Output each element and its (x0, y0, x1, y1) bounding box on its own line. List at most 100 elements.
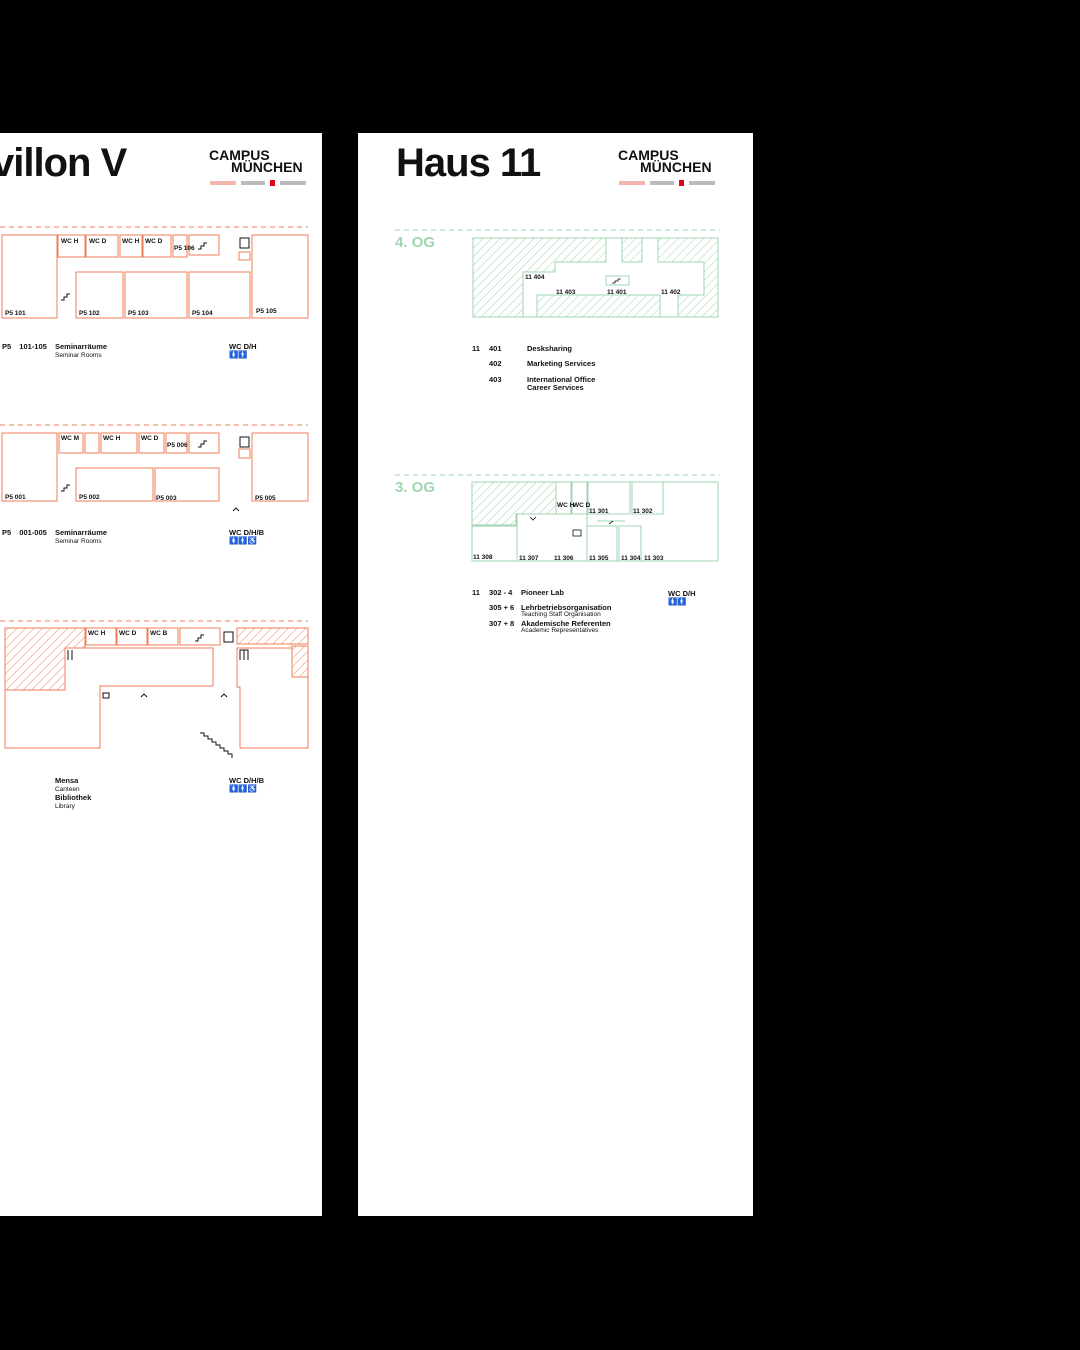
legend-wc: WC D/H (229, 342, 257, 351)
legend-room: 302 - 4 (489, 588, 513, 597)
legend-name: Pioneer Lab (521, 588, 564, 597)
legend-name-en: Seminar Rooms (55, 352, 102, 359)
legend-upper: P5 101-105 (2, 343, 47, 351)
legend-name: Desksharing (527, 344, 573, 353)
printer-icon (572, 529, 582, 537)
room-label: 11 307 (519, 555, 539, 562)
room-label: WC B (150, 630, 168, 637)
coffee-icon (102, 692, 110, 699)
room-label: P5 105 (256, 308, 277, 315)
room-label: 11 308 (473, 554, 493, 561)
cutlery-icon (67, 650, 73, 660)
legend-building: 11 (472, 588, 480, 597)
logo-line2: MÜNCHEN (640, 159, 712, 175)
legend-ground-wc: WC D/H/B 🚺🚹♿ (229, 529, 264, 545)
chevron-up-icon (220, 693, 228, 698)
legend-name: Marketing Services (527, 359, 596, 368)
room-label: 11 301 (589, 508, 609, 515)
stairs-icon (608, 520, 614, 525)
elevator-icon (239, 237, 250, 249)
room-label: WC H (61, 238, 79, 245)
room-label: 11 401 (607, 289, 627, 296)
stairs-icon (61, 293, 70, 301)
room-label: P5 002 (79, 494, 100, 501)
room-label: WC D (89, 238, 107, 245)
stairs-icon (198, 440, 207, 448)
building-title: Haus 11 (396, 141, 541, 185)
legend-3og-wc: WC D/H 🚺🚹 (668, 590, 696, 606)
legend-wc: WC D/H/B (229, 528, 264, 537)
legend-name-en: Teaching Staff Organisation (521, 611, 601, 618)
haus-11-sign: Haus 11 CAMPUS MÜNCHEN 4. OG 3. OG (358, 133, 753, 1216)
stairs-icon (195, 634, 204, 642)
legend-name: Seminarräume (55, 528, 108, 537)
legend-name: Career Services (527, 383, 584, 392)
legend-wc: WC D/H/B (229, 776, 264, 785)
legend-building: 11 (472, 344, 480, 353)
chevron-up-icon (140, 693, 148, 698)
pavillon-v-sign: villon V CAMPUS MÜNCHEN (0, 133, 322, 1216)
floor-label-4og: 4. OG (395, 234, 436, 251)
room-label: P5 104 (192, 310, 213, 317)
wc-icon: 🚺🚹 (229, 350, 248, 359)
room-label: P5 102 (79, 310, 100, 317)
legend-lower: Mensa Canteen Bibliothek Library (55, 777, 91, 811)
chevron-up-icon (232, 507, 240, 512)
legend-building: P5 (2, 342, 12, 351)
logo-line1: CAMPUS (618, 147, 679, 163)
room-label: 11 402 (661, 289, 681, 296)
legend-wc: WC D/H (668, 589, 696, 598)
room-label: 11 404 (525, 274, 545, 281)
room-label: P5 103 (128, 310, 149, 317)
legend-upper-name: Seminarräume Seminar Rooms (55, 343, 107, 360)
partner-logos (210, 180, 306, 186)
room-label: P5 001 (5, 494, 26, 501)
legend-room: 402 (489, 359, 502, 368)
room-label: WC M (61, 435, 79, 442)
floor-label-3og: 3. OG (395, 479, 436, 496)
legend-room: 401 (489, 344, 502, 353)
room-label: WC H (103, 435, 121, 442)
room-label: WC H (557, 502, 575, 509)
room-label: 11 305 (589, 555, 609, 562)
room-label: WC D (141, 435, 159, 442)
haus-11-floor-plans: 11 404 11 403 11 401 11 402 WC H WC D 11… (395, 229, 720, 562)
room-label: 11 306 (554, 555, 574, 562)
room-label: WC H (88, 630, 106, 637)
pavillon-floor-plans: P5 101 WC H WC D WC H WC D P5 106 P5 102… (0, 226, 309, 758)
room-label: P5 003 (156, 495, 177, 502)
room-label: P5 006 (167, 442, 188, 449)
legend-ground-name: Seminarräume Seminar Rooms (55, 529, 107, 546)
wc-icon: 🚺🚹♿ (229, 536, 258, 545)
room-label: 11 302 (633, 508, 653, 515)
legend-upper-wc: WC D/H 🚺🚹 (229, 343, 257, 359)
wc-icon: 🚺🚹♿ (229, 784, 258, 793)
legend-rooms: 101-105 (19, 342, 47, 351)
legend-mensa: Mensa (55, 776, 79, 785)
legend-room: 403 (489, 375, 502, 384)
library-icon (239, 649, 249, 660)
room-label: WC H (122, 238, 140, 245)
room-label: P5 101 (5, 310, 26, 317)
room-label: 11 403 (556, 289, 576, 296)
elevator-icon (239, 436, 250, 448)
legend-name: Lehrbetriebsorganisation (521, 603, 612, 612)
room-label: WC D (145, 238, 163, 245)
elevator-icon (223, 631, 234, 643)
campus-muenchen-logo: CAMPUS MÜNCHEN (209, 147, 303, 174)
legend-room: 307 + 8 (489, 619, 515, 628)
stairs-icon (200, 732, 233, 758)
logo-line1: CAMPUS (209, 147, 270, 163)
partner-logos (619, 180, 715, 186)
room-label: WC D (119, 630, 137, 637)
legend-building: P5 (2, 528, 12, 537)
room-label: 11 304 (621, 555, 641, 562)
room-label: 11 303 (644, 555, 664, 562)
legend-room: 305 + 6 (489, 603, 515, 612)
legend-rooms: 001-005 (19, 528, 47, 537)
stairs-icon (61, 484, 70, 492)
legend-ground: P5 001-005 (2, 529, 47, 537)
legend-canteen: Canteen (55, 786, 80, 793)
legend-lower-wc: WC D/H/B 🚺🚹♿ (229, 777, 264, 793)
legend-name-en: Seminar Rooms (55, 538, 102, 545)
